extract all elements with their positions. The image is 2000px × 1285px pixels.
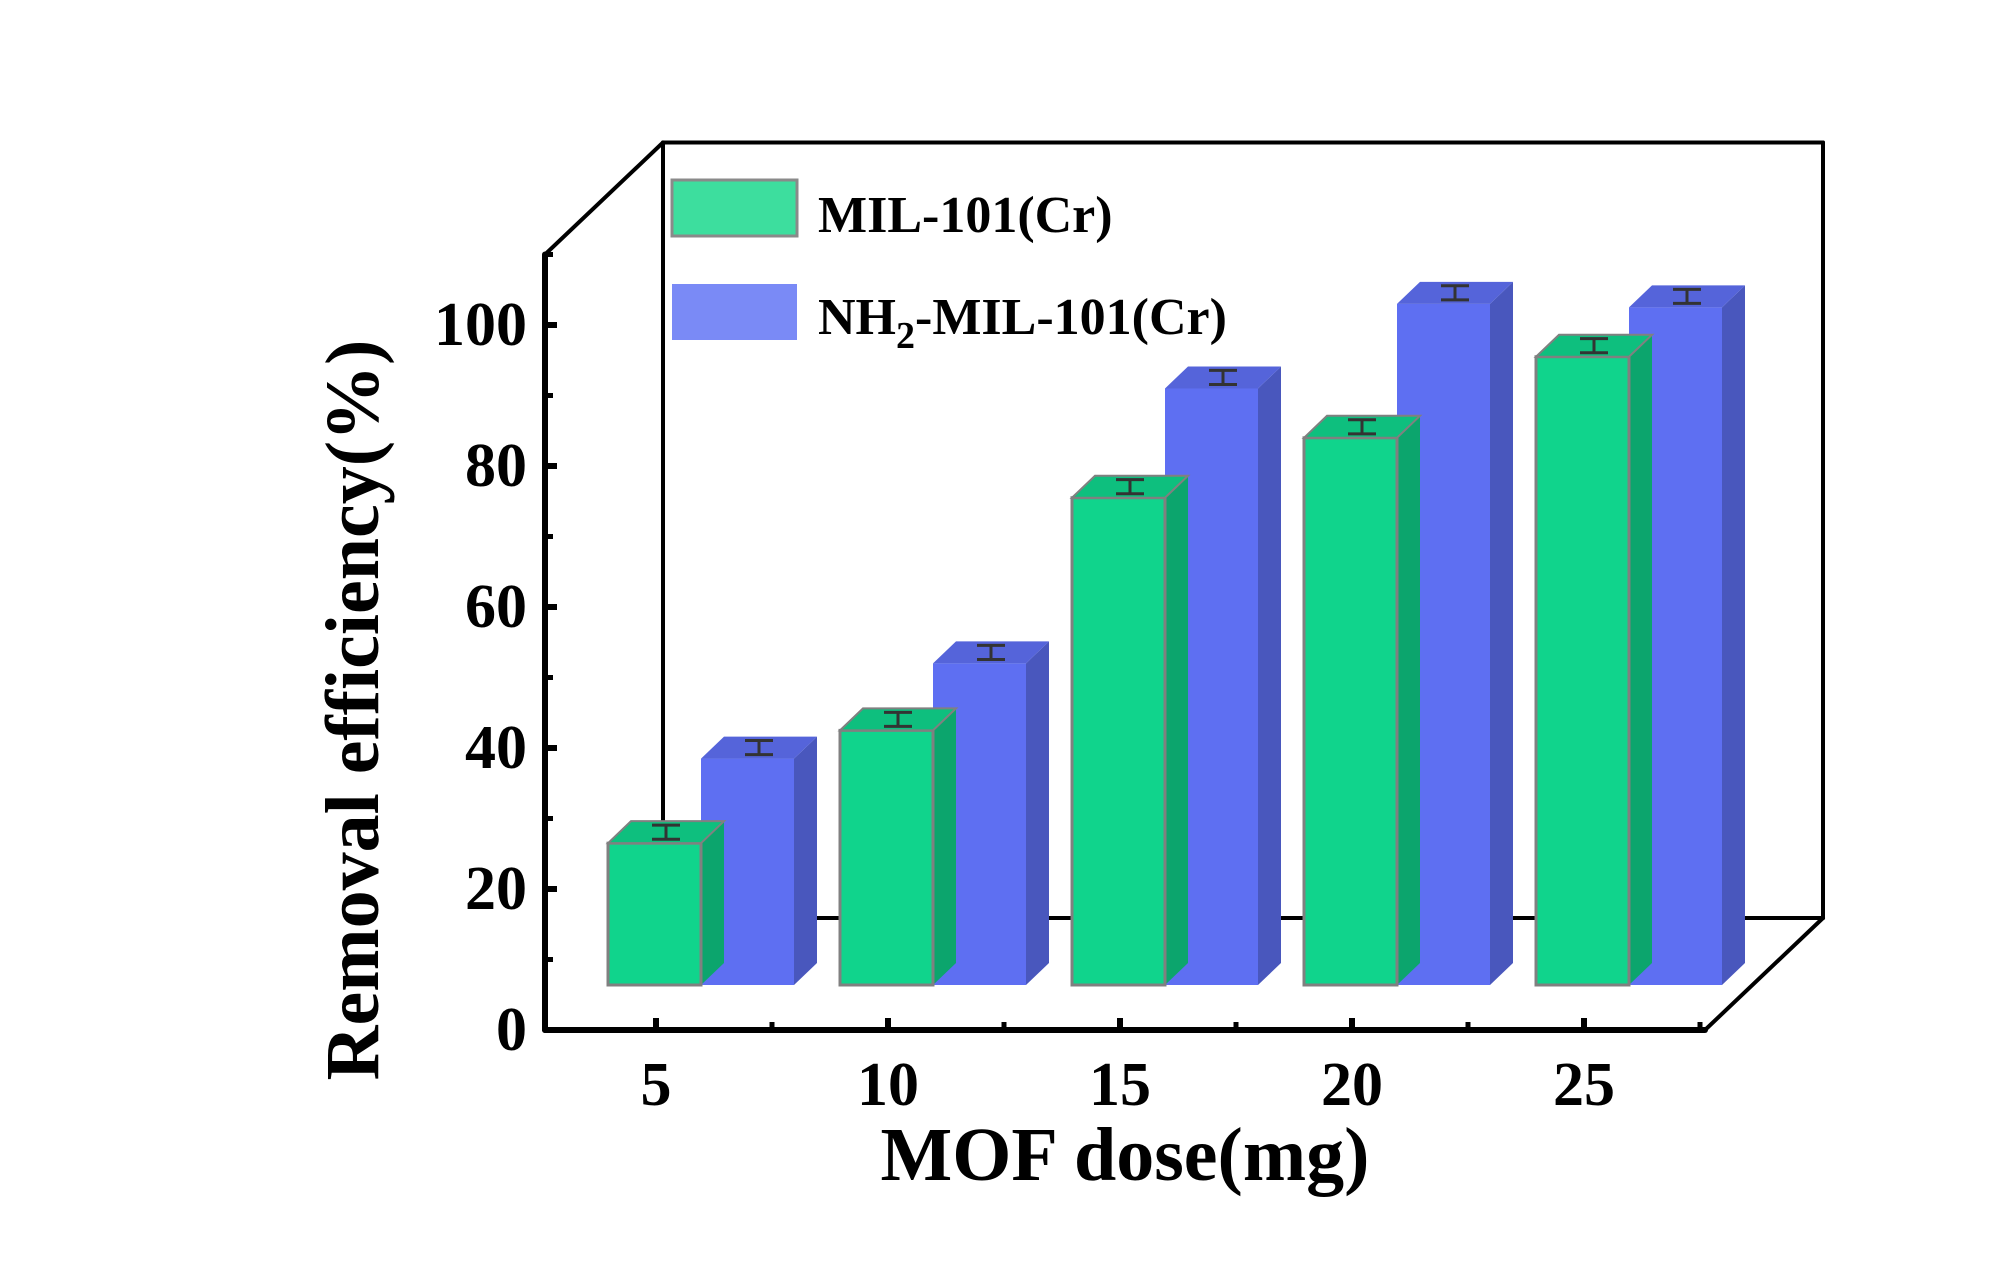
axis-ticks: 0 20 40 60 80 100 5 10 15 20 25	[434, 252, 1703, 1119]
x-axis-title: MOF dose(mg)	[881, 1113, 1370, 1197]
legend-swatch-mil-101	[670, 178, 799, 238]
top-depth-edge	[543, 140, 665, 257]
y-tick-label-100: 100	[434, 291, 527, 359]
legend-label-nh2-mil-101: NH2-MIL-101(Cr)	[818, 289, 1227, 357]
bar-side-face	[794, 736, 817, 985]
bar-front-face	[1534, 355, 1631, 987]
y-tick-label-40: 40	[465, 714, 527, 782]
error-bar	[1441, 284, 1469, 302]
x-tick-label-25: 25	[1553, 1051, 1615, 1119]
bar-mil-101-20	[1301, 414, 1423, 987]
legend-label-nh2-subscript: 2	[896, 315, 915, 357]
error-bar	[745, 739, 773, 757]
y-tick-label-20: 20	[465, 855, 527, 923]
y-tick-label-60: 60	[465, 573, 527, 641]
error-bar	[1348, 418, 1376, 436]
bar-mil-101-25	[1533, 333, 1655, 987]
bar-front-face	[1070, 496, 1167, 987]
bar-side-face	[1258, 366, 1281, 985]
error-bar	[1116, 478, 1144, 496]
bar-side-face	[933, 708, 956, 985]
x-tick-label-5: 5	[641, 1051, 672, 1119]
legend-label-mil-101: MIL-101(Cr)	[818, 187, 1113, 244]
floor-right-depth-edge	[1703, 916, 1825, 1032]
bar-side-face	[1490, 281, 1513, 986]
bar-side-face	[1165, 475, 1188, 985]
bar-side-face	[701, 821, 724, 985]
bars-group	[605, 281, 1745, 987]
error-bar	[977, 643, 1005, 661]
bar-mil-101-5	[605, 820, 727, 987]
legend-swatch-nh2-mil-101	[672, 284, 797, 340]
error-bar	[1673, 287, 1701, 305]
error-bar	[1580, 337, 1608, 355]
legend-label-nh2-suffix: -MIL-101(Cr)	[915, 289, 1227, 346]
y-axis-title: Removal efficiency(%)	[311, 340, 395, 1081]
y-tick-label-0: 0	[496, 996, 527, 1064]
error-bar	[884, 710, 912, 728]
bar-front-face	[838, 728, 935, 987]
bar-mil-101-10	[837, 707, 959, 987]
error-bar	[1209, 368, 1237, 386]
legend-label-nh2-prefix: NH	[818, 289, 896, 346]
bar-side-face	[1722, 285, 1745, 985]
x-tick-label-15: 15	[1089, 1051, 1151, 1119]
bar-front-face	[606, 841, 703, 987]
legend: MIL-101(Cr) NH2-MIL-101(Cr)	[670, 178, 1227, 357]
bar-side-face	[1397, 415, 1420, 985]
bar-side-face	[1629, 334, 1652, 986]
x-tick-label-10: 10	[857, 1051, 919, 1119]
x-tick-label-20: 20	[1321, 1051, 1383, 1119]
error-bar	[652, 823, 680, 841]
y-tick-label-80: 80	[465, 432, 527, 500]
bar-mil-101-15	[1069, 474, 1191, 987]
bar-side-face	[1026, 641, 1049, 985]
bar-front-face	[1302, 436, 1399, 987]
